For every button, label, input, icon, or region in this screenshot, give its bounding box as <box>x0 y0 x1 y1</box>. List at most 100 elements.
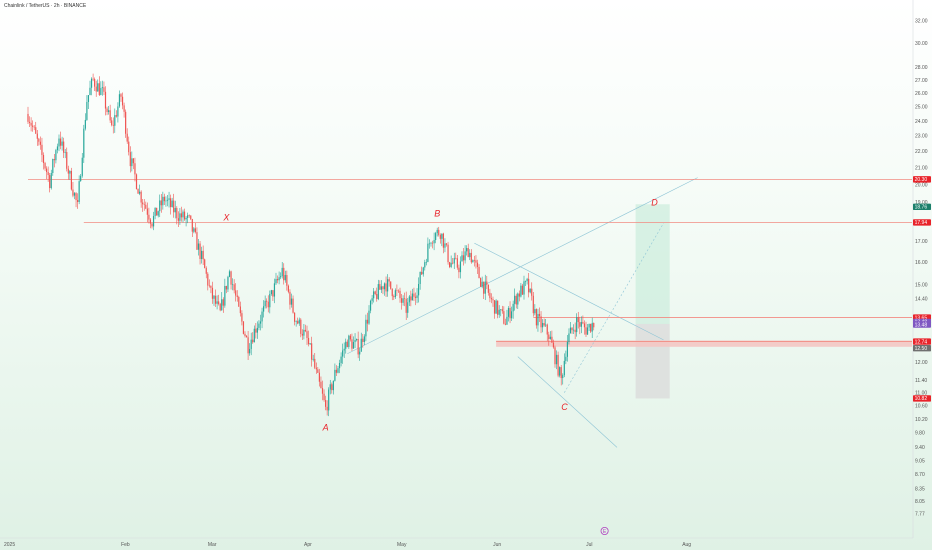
candle-body <box>269 294 271 308</box>
candle-body <box>456 258 458 268</box>
candle-body <box>273 283 276 297</box>
candle-body <box>475 260 477 263</box>
candle-body <box>225 285 227 290</box>
candle-body <box>430 242 432 244</box>
candle-body <box>332 380 334 391</box>
candle-body <box>498 309 500 315</box>
candle-body <box>250 339 252 349</box>
candle-body <box>165 200 167 202</box>
candle-body <box>480 278 482 287</box>
candle-body <box>73 193 76 196</box>
candle-body <box>103 87 105 92</box>
candle-body <box>394 290 396 298</box>
candle-body <box>44 163 46 169</box>
candle-body <box>565 356 567 361</box>
candle-body <box>492 299 494 301</box>
candle-body <box>438 229 440 236</box>
candle-body <box>263 306 265 312</box>
candle-body <box>41 144 43 155</box>
candle-body <box>371 298 373 301</box>
candle-body <box>314 358 316 368</box>
candle-body <box>414 296 417 298</box>
candle-body <box>351 339 353 349</box>
candle-body <box>245 335 248 338</box>
candle-body <box>524 281 527 282</box>
candle-body <box>317 369 319 373</box>
time-axis-label: Apr <box>304 542 312 548</box>
price-axis-tick: 17.00 <box>915 239 928 245</box>
candle-body <box>163 196 165 202</box>
candle-body <box>134 163 136 175</box>
candle-body <box>388 279 390 282</box>
candle-body <box>228 271 231 277</box>
candle-body <box>455 257 457 259</box>
candle-body <box>427 243 429 262</box>
candle-body <box>593 322 595 328</box>
candle-body <box>255 328 257 333</box>
candle-body <box>447 244 449 263</box>
price-badge-text: 13.65 <box>915 315 928 321</box>
candle-body <box>366 319 369 324</box>
candle-body <box>577 317 579 323</box>
candle-body <box>591 322 593 332</box>
candle-body <box>428 243 431 245</box>
candle-body <box>253 328 255 343</box>
candle-body <box>478 266 480 279</box>
candle-body <box>171 200 173 208</box>
candle-body <box>321 388 324 394</box>
candle-body <box>36 133 38 139</box>
candle-body <box>264 300 266 307</box>
wave-label-x: X <box>222 212 230 222</box>
candle-body <box>28 121 31 123</box>
candle-body <box>376 293 378 300</box>
candle-body <box>563 360 565 376</box>
candle-body <box>197 243 200 250</box>
candle-body <box>467 248 469 258</box>
candle-body <box>473 260 475 261</box>
candle-body <box>244 333 246 336</box>
candle-body <box>100 88 102 95</box>
price-axis-tick: 25.00 <box>915 105 928 111</box>
candle-body <box>266 300 268 302</box>
candle-body <box>315 367 317 370</box>
price-axis-tick: 26.00 <box>915 91 928 97</box>
candle-body <box>343 348 345 351</box>
candle-body <box>242 321 245 334</box>
candle-body <box>146 208 148 215</box>
candle-body <box>284 275 286 281</box>
candle-body <box>537 313 539 326</box>
price-badge-text: 12.50 <box>915 346 928 352</box>
candle-body <box>404 298 406 299</box>
candle-body <box>399 290 401 299</box>
candle-body <box>259 321 262 324</box>
candle-body <box>328 389 330 411</box>
candle-body <box>179 213 181 221</box>
candle-body <box>390 281 392 289</box>
candle-body <box>335 369 338 373</box>
candle-body <box>188 215 190 216</box>
candle-body <box>365 319 367 337</box>
candle-body <box>391 288 393 297</box>
candle-body <box>49 175 51 189</box>
candle-body <box>462 255 465 261</box>
candle-body <box>337 368 339 373</box>
candle-body <box>173 200 175 213</box>
candle-body <box>450 262 452 267</box>
time-axis-label: Mar <box>208 542 217 548</box>
candle-body <box>506 316 508 325</box>
candle-body <box>331 384 333 391</box>
candle-body <box>560 367 562 379</box>
candle-body <box>214 295 217 304</box>
candle-body <box>387 279 389 292</box>
candle-body <box>542 323 544 328</box>
price-badge-text: 20.30 <box>915 177 928 183</box>
price-badge-text: 18.76 <box>915 205 928 211</box>
candle-body <box>546 324 548 335</box>
candle-body <box>84 119 86 129</box>
symbol-title[interactable]: Chainlink / TetherUS · 2h · BINANCE <box>4 3 87 9</box>
wave-label-a: A <box>322 423 329 433</box>
wave-label-d: D <box>651 197 658 207</box>
price-axis-tick: 8.70 <box>915 472 925 478</box>
candle-body <box>92 78 94 80</box>
